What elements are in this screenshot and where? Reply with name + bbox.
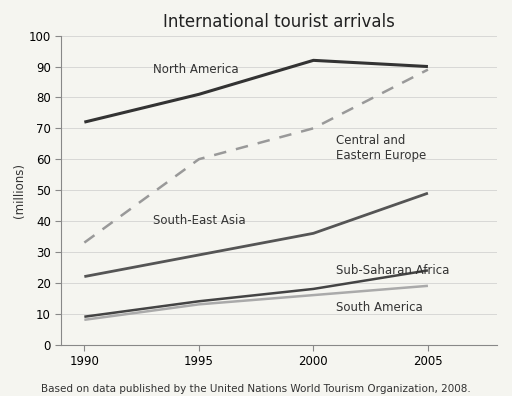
Y-axis label: (millions): (millions)	[13, 163, 26, 217]
Text: Sub-Saharan Africa: Sub-Saharan Africa	[336, 264, 450, 276]
Text: Central and
Eastern Europe: Central and Eastern Europe	[336, 135, 426, 162]
Text: South America: South America	[336, 301, 423, 314]
Text: South-East Asia: South-East Asia	[153, 215, 246, 227]
Title: International tourist arrivals: International tourist arrivals	[163, 13, 395, 31]
Text: Based on data published by the United Nations World Tourism Organization, 2008.: Based on data published by the United Na…	[41, 384, 471, 394]
Text: North America: North America	[153, 63, 239, 76]
